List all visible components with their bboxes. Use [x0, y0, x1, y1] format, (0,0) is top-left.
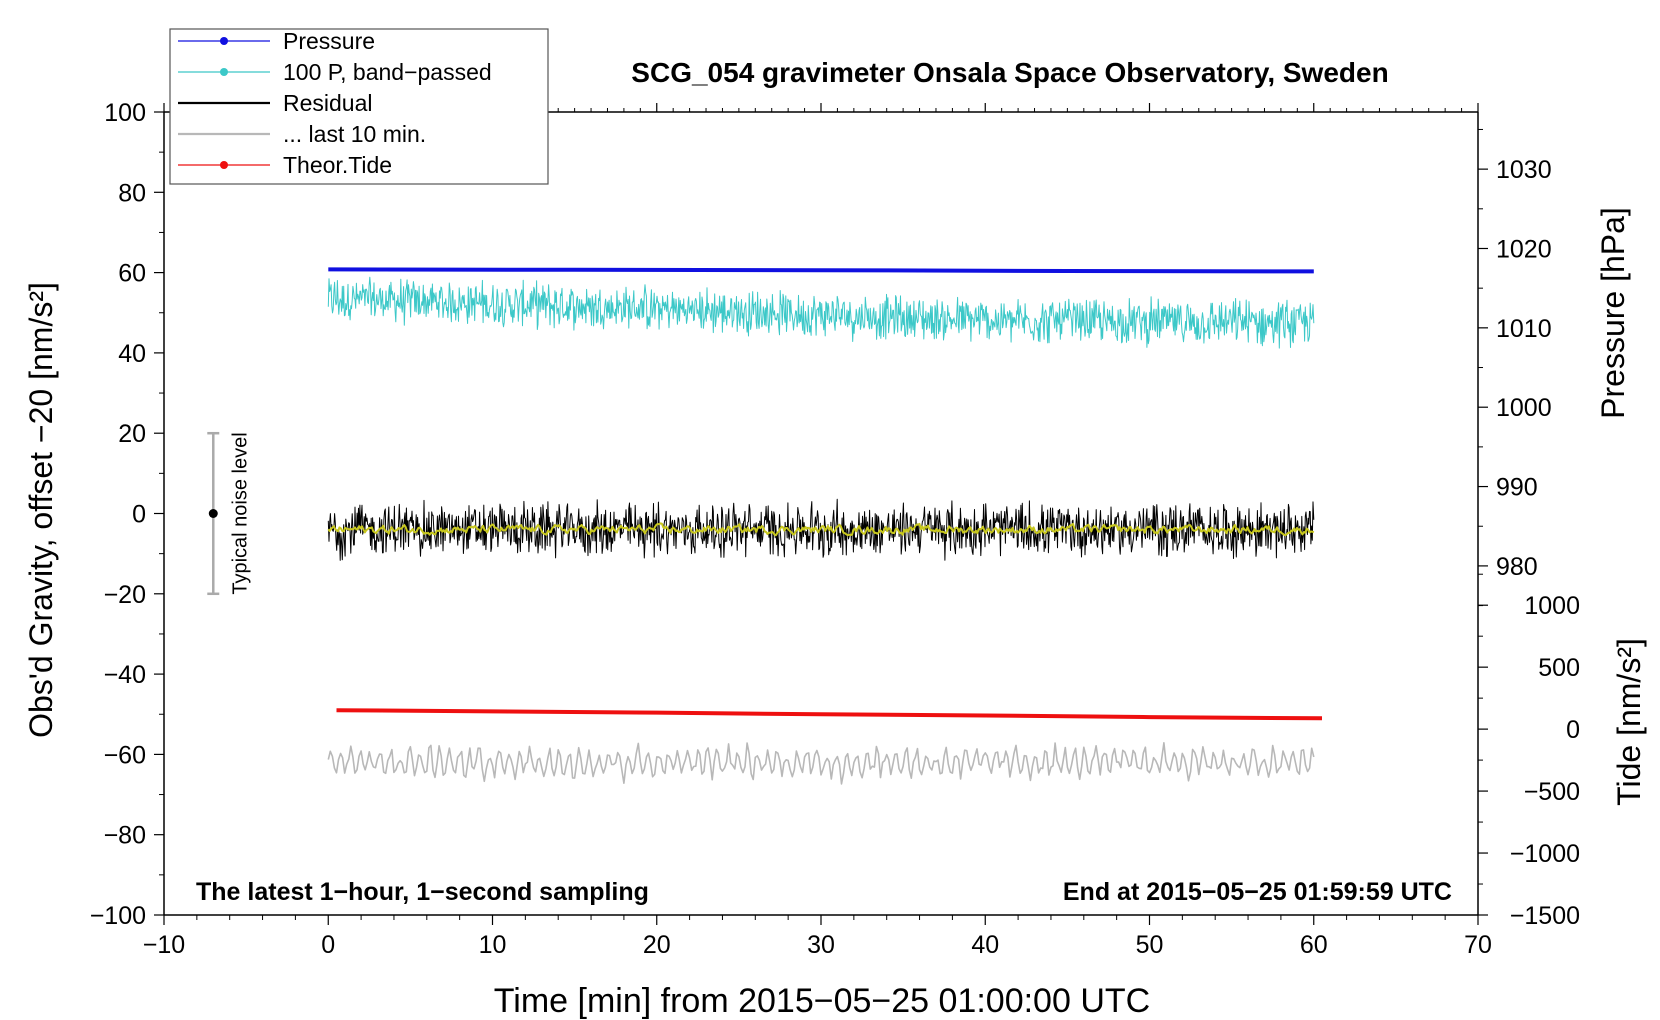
x-tick-label: 0 [321, 931, 335, 959]
x-tick-label: −10 [143, 931, 185, 959]
legend-label: 100 P, band−passed [283, 59, 492, 85]
y-tick-label-left: −60 [104, 741, 146, 769]
y-tick-label-pressure: 1020 [1496, 235, 1552, 263]
y-tick-label-left: 100 [104, 99, 146, 127]
ticks-layer: −10 0 10 20 30 40 50 60 70−100−80−60−40−20020406… [90, 99, 1580, 959]
annotation-sampling: The latest 1−hour, 1−second sampling [196, 878, 649, 906]
legend-label: Pressure [283, 28, 375, 54]
series-residual [327, 498, 1315, 561]
y-tick-label-left: −20 [104, 581, 146, 609]
x-tick-label: 20 [643, 931, 671, 959]
legend: Pressure 100 P, band−passed Residual ... la… [169, 28, 549, 185]
series-layer [327, 267, 1323, 785]
legend-marker [220, 161, 228, 169]
legend-label: ... last 10 min. [283, 121, 426, 147]
x-tick-label: 70 [1464, 931, 1492, 959]
y-tick-label-left: 60 [118, 260, 146, 288]
noise-bar: Typical noise level [207, 431, 251, 596]
y-axis-label-pressure: Pressure [hPa] [1595, 207, 1631, 419]
y-tick-label-pressure: 990 [1496, 474, 1538, 502]
x-tick-label: 60 [1300, 931, 1328, 959]
legend-marker [220, 68, 228, 76]
series-theor-tide [336, 708, 1323, 721]
x-tick-label: 50 [1136, 931, 1164, 959]
y-tick-label-tide: −500 [1524, 778, 1580, 806]
x-tick-label: 30 [807, 931, 835, 959]
noise-bar-label: Typical noise level [229, 432, 251, 594]
y-axis-label-left: Obs'd Gravity, offset −20 [nm/s²] [23, 282, 59, 738]
legend-box [169, 28, 549, 185]
legend-label: Residual [283, 90, 373, 116]
x-tick-label: 40 [971, 931, 999, 959]
y-tick-label-left: −40 [104, 661, 146, 689]
y-tick-label-pressure: 1010 [1496, 315, 1552, 343]
y-tick-label-tide: 0 [1566, 716, 1580, 744]
y-tick-label-left: −80 [104, 822, 146, 850]
y-tick-label-left: −100 [90, 902, 146, 930]
annotation-end-time: End at 2015−05−25 01:59:59 UTC [1063, 878, 1452, 906]
legend-marker [220, 37, 228, 45]
series-last-10-min [327, 742, 1315, 785]
y-axis-label-tide: Tide [nm/s²] [1611, 638, 1647, 806]
y-tick-label-tide: 500 [1538, 654, 1580, 682]
y-tick-label-left: 80 [118, 179, 146, 207]
noise-bar-point [208, 509, 218, 518]
y-tick-label-pressure: 980 [1496, 553, 1538, 581]
y-tick-label-tide: 1000 [1524, 592, 1580, 620]
y-tick-label-tide: −1000 [1510, 840, 1580, 868]
y-tick-label-pressure: 1030 [1496, 156, 1552, 184]
series-residual-smoothed [327, 522, 1315, 537]
y-tick-label-tide: −1500 [1510, 902, 1580, 930]
series-pressure [328, 267, 1314, 274]
x-axis-label: Time [min] from 2015−05−25 01:00:00 UTC [494, 982, 1150, 1020]
legend-entries: Pressure 100 P, band−passed Residual ... la… [178, 28, 492, 178]
legend-label: Theor.Tide [283, 152, 392, 178]
y-tick-label-pressure: 1000 [1496, 394, 1552, 422]
y-tick-label-left: 20 [118, 420, 146, 448]
series-100-p-band-passed [327, 276, 1315, 349]
x-tick-label: 10 [479, 931, 507, 959]
y-tick-label-left: 40 [118, 340, 146, 368]
chart-title: SCG_054 gravimeter Onsala Space Observat… [631, 57, 1388, 88]
y-tick-label-left: 0 [132, 501, 146, 529]
